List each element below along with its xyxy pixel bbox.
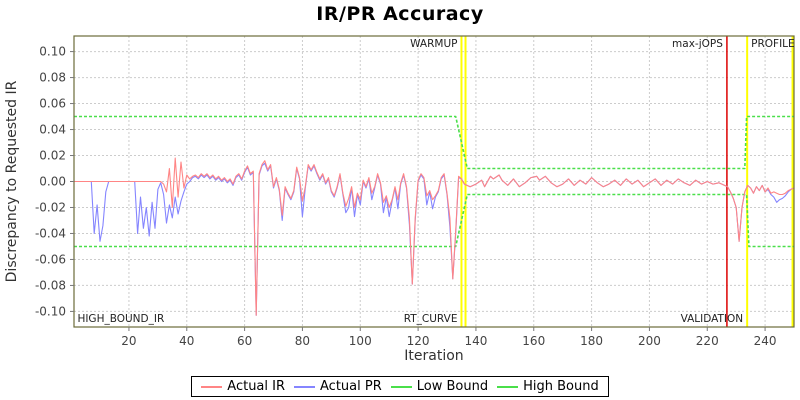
x-tick-label: 160: [522, 334, 545, 348]
warmup-end-label: WARMUP: [410, 38, 457, 50]
legend: Actual IR Actual PR Low Bound High Bound: [0, 376, 800, 397]
legend-label: Low Bound: [416, 379, 489, 394]
max-jops-label: max-jOPS: [672, 38, 723, 50]
x-tick-label: 180: [580, 334, 603, 348]
x-tick-label: 120: [407, 334, 430, 348]
legend-item-high-bound: High Bound: [497, 379, 599, 394]
actual-ir-line: [74, 157, 795, 316]
x-tick-label: 140: [464, 334, 487, 348]
profile-start-label: VALIDATION: [681, 313, 744, 325]
y-tick-label: 0.04: [39, 123, 66, 137]
y-axis-title: Discrepancy to Requested IR: [4, 80, 20, 282]
y-tick-label: -0.02: [35, 200, 66, 214]
x-tick-label: 100: [349, 334, 372, 348]
warmup-end-label: RT_CURVE: [404, 313, 458, 325]
x-tick-label: 200: [638, 334, 661, 348]
y-tick-label: -0.06: [35, 252, 66, 266]
chart-title: IR/PR Accuracy: [316, 3, 484, 25]
x-tick-label: 40: [179, 334, 194, 348]
profile-start-label: PROFILE: [751, 38, 795, 50]
legend-swatch: [390, 385, 412, 388]
high-bound-ir-annotation: HIGH_BOUND_IR: [77, 313, 164, 325]
x-tick-label: 20: [121, 334, 136, 348]
y-tick-label: -0.04: [35, 226, 66, 240]
y-tick-label: 0.06: [39, 97, 66, 111]
legend-item-actual-ir: Actual IR: [201, 379, 285, 394]
legend-swatch: [201, 385, 223, 388]
x-tick-label: 60: [237, 334, 252, 348]
x-tick-label: 80: [295, 334, 310, 348]
legend-label: Actual IR: [227, 379, 286, 394]
legend-swatch: [497, 385, 519, 388]
y-tick-label: 0.10: [39, 45, 66, 59]
legend-label: Actual PR: [320, 379, 382, 394]
legend-swatch: [294, 385, 316, 388]
x-tick-label: 220: [696, 334, 719, 348]
legend-item-actual-pr: Actual PR: [294, 379, 382, 394]
y-tick-label: 0.02: [39, 149, 66, 163]
y-tick-label: 0.08: [39, 71, 66, 85]
x-tick-label: 240: [754, 334, 777, 348]
y-tick-label: -0.10: [35, 304, 66, 318]
x-axis-title: Iteration: [404, 348, 463, 364]
legend-label: High Bound: [523, 379, 599, 394]
plot-canvas: WARMUP RT_CURVE max-jOPS PROFILE VALIDATION H…: [4, 35, 795, 364]
high-bound-line: [74, 115, 794, 170]
legend-item-low-bound: Low Bound: [390, 379, 489, 394]
y-tick-label: 0.00: [39, 175, 66, 189]
legend-box: Actual IR Actual PR Low Bound High Bound: [191, 376, 609, 397]
y-tick-label: -0.08: [35, 278, 66, 292]
